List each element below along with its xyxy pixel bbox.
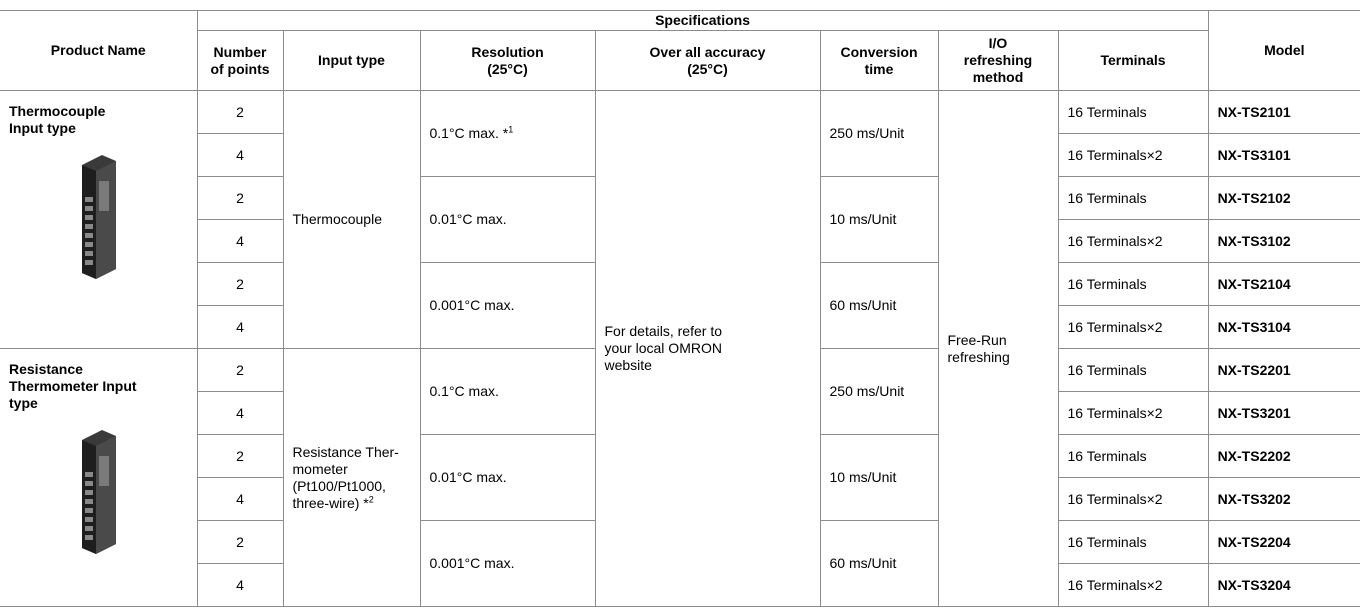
model-cell: NX-TS2101 bbox=[1207, 90, 1360, 134]
conversion-cell: 250 ms/Unit bbox=[819, 348, 939, 435]
points-cell: 4 bbox=[197, 133, 284, 177]
terminals-cell: 16 Terminals bbox=[1057, 262, 1209, 306]
header-cell: Terminals bbox=[1057, 30, 1209, 91]
header-cell: Resolution (25°C) bbox=[419, 30, 596, 91]
terminals-cell: 16 Terminals bbox=[1057, 434, 1209, 478]
input-type-text: Thermocouple bbox=[292, 211, 383, 227]
points-cell: 4 bbox=[197, 563, 284, 607]
header-cell: I/O refreshing method bbox=[937, 30, 1059, 91]
points-cell: 2 bbox=[196, 90, 284, 134]
resolution: 0.001°C max. bbox=[419, 520, 596, 607]
table-row: Thermocouple Input type 2 Thermocouple 0.1°… bbox=[0, 90, 1360, 607]
input-type-text: Resistance Ther- mometer (Pt100/Pt1000, … bbox=[292, 443, 399, 511]
model-cell: NX-TS2102 bbox=[1207, 176, 1360, 220]
footnote-ref: 1 bbox=[508, 124, 514, 135]
resolution: 0.01°C max. bbox=[419, 434, 596, 521]
input-type: Thermocouple bbox=[282, 90, 421, 349]
product-name: Resistance Thermometer Input type bbox=[9, 361, 137, 411]
table-row: 4 16 Terminals×2 NX-TS3204 bbox=[0, 563, 1360, 607]
conversion-cell: 250 ms/Unit bbox=[819, 90, 939, 177]
table-row: 4 16 Terminals×2 NX-TS3101 bbox=[0, 133, 1360, 177]
points-cell: 2 bbox=[196, 348, 284, 392]
model-cell: NX-TS2202 bbox=[1207, 434, 1360, 478]
table-row: 2 0.001°C max. 60 ms/Unit 16 Terminals NX-TS… bbox=[0, 262, 1360, 349]
table-row: Resistance Thermometer Input type 2 Resist… bbox=[0, 348, 1360, 607]
points-cell: 4 bbox=[197, 219, 284, 263]
conversion-cell: 60 ms/Unit bbox=[819, 520, 939, 607]
terminals-cell: 16 Terminals bbox=[1057, 90, 1209, 134]
terminals-cell: 16 Terminals×2 bbox=[1057, 305, 1209, 349]
resolution-text: 0.01°C max. bbox=[429, 211, 507, 227]
terminals-cell: 16 Terminals×2 bbox=[1057, 563, 1209, 607]
header-cell: Specifications bbox=[196, 10, 1209, 31]
spec-table: Product Name Specifications Model Number… bbox=[0, 10, 1360, 607]
table-row: 4 16 Terminals×2 NX-TS3102 bbox=[0, 219, 1360, 263]
product-image bbox=[82, 430, 117, 554]
points-cell: 2 bbox=[197, 434, 284, 478]
table-row: 2 0.01°C max. 10 ms/Unit 16 Terminals NX-TS2… bbox=[0, 176, 1360, 263]
table-wrap: Product Name Specifications Model Number… bbox=[0, 10, 1360, 607]
header-cell: Conversion time bbox=[819, 30, 939, 91]
resolution-text: 0.001°C max. bbox=[429, 555, 515, 571]
resolution-text: 0.1°C max. bbox=[429, 383, 499, 399]
header-cell: Product Name bbox=[0, 10, 198, 91]
table-row: 4 16 Terminals×2 NX-TS3104 bbox=[0, 305, 1360, 349]
header-cell: Number of points bbox=[197, 30, 284, 91]
footnote-ref: 2 bbox=[368, 493, 374, 504]
conversion-cell: 10 ms/Unit bbox=[819, 434, 939, 521]
points-cell: 2 bbox=[197, 176, 284, 220]
table-row: 2 0.001°C max. 60 ms/Unit 16 Terminals NX-TS… bbox=[0, 520, 1360, 607]
header-cell: Model bbox=[1207, 10, 1360, 91]
points-cell: 2 bbox=[197, 262, 284, 306]
conversion-cell: 60 ms/Unit bbox=[819, 262, 939, 349]
terminals-cell: 16 Terminals×2 bbox=[1057, 391, 1209, 435]
model-cell: NX-TS2204 bbox=[1207, 520, 1360, 564]
resolution-text: 0.001°C max. bbox=[429, 297, 515, 313]
resolution: 0.1°C max. *1 bbox=[419, 90, 596, 177]
model-cell: NX-TS3201 bbox=[1207, 391, 1360, 435]
terminals-cell: 16 Terminals bbox=[1057, 520, 1209, 564]
table-row: 4 16 Terminals×2 NX-TS3202 bbox=[0, 477, 1360, 521]
resolution-text: 0.1°C max. * bbox=[429, 125, 509, 141]
accuracy-cell: For details, refer to your local OMRON w… bbox=[594, 90, 821, 607]
model-cell: NX-TS3202 bbox=[1207, 477, 1360, 521]
points-cell: 2 bbox=[197, 520, 284, 564]
table-row: 2 0.01°C max. 10 ms/Unit 16 Terminals NX-TS2… bbox=[0, 434, 1360, 521]
terminals-cell: 16 Terminals bbox=[1057, 176, 1209, 220]
refresh-cell: Free-Run refreshing bbox=[937, 90, 1059, 607]
input-type: Resistance Ther- mometer (Pt100/Pt1000, … bbox=[282, 348, 421, 607]
product-image bbox=[82, 155, 117, 279]
terminals-cell: 16 Terminals×2 bbox=[1057, 477, 1209, 521]
points-cell: 4 bbox=[197, 305, 284, 349]
header-cell: Input type bbox=[282, 30, 421, 91]
table-row: 4 16 Terminals×2 NX-TS3201 bbox=[0, 391, 1360, 435]
terminals-cell: 16 Terminals×2 bbox=[1057, 133, 1209, 177]
model-cell: NX-TS2201 bbox=[1207, 348, 1360, 392]
header-cell: Over all accuracy (25°C) bbox=[594, 30, 821, 91]
product-cell: Thermocouple Input type bbox=[0, 90, 198, 349]
product-name: Thermocouple Input type bbox=[9, 103, 106, 136]
model-cell: NX-TS3101 bbox=[1207, 133, 1360, 177]
resolution-text: 0.01°C max. bbox=[429, 469, 507, 485]
model-cell: NX-TS2104 bbox=[1207, 262, 1360, 306]
product-cell: Resistance Thermometer Input type bbox=[0, 348, 198, 607]
conversion-cell: 10 ms/Unit bbox=[819, 176, 939, 263]
terminals-cell: 16 Terminals bbox=[1057, 348, 1209, 392]
resolution: 0.1°C max. bbox=[419, 348, 596, 435]
terminals-cell: 16 Terminals×2 bbox=[1057, 219, 1209, 263]
model-cell: NX-TS3102 bbox=[1207, 219, 1360, 263]
points-cell: 4 bbox=[197, 391, 284, 435]
model-cell: NX-TS3104 bbox=[1207, 305, 1360, 349]
model-cell: NX-TS3204 bbox=[1207, 563, 1360, 607]
points-cell: 4 bbox=[197, 477, 284, 521]
resolution: 0.001°C max. bbox=[419, 262, 596, 349]
resolution: 0.01°C max. bbox=[419, 176, 596, 263]
